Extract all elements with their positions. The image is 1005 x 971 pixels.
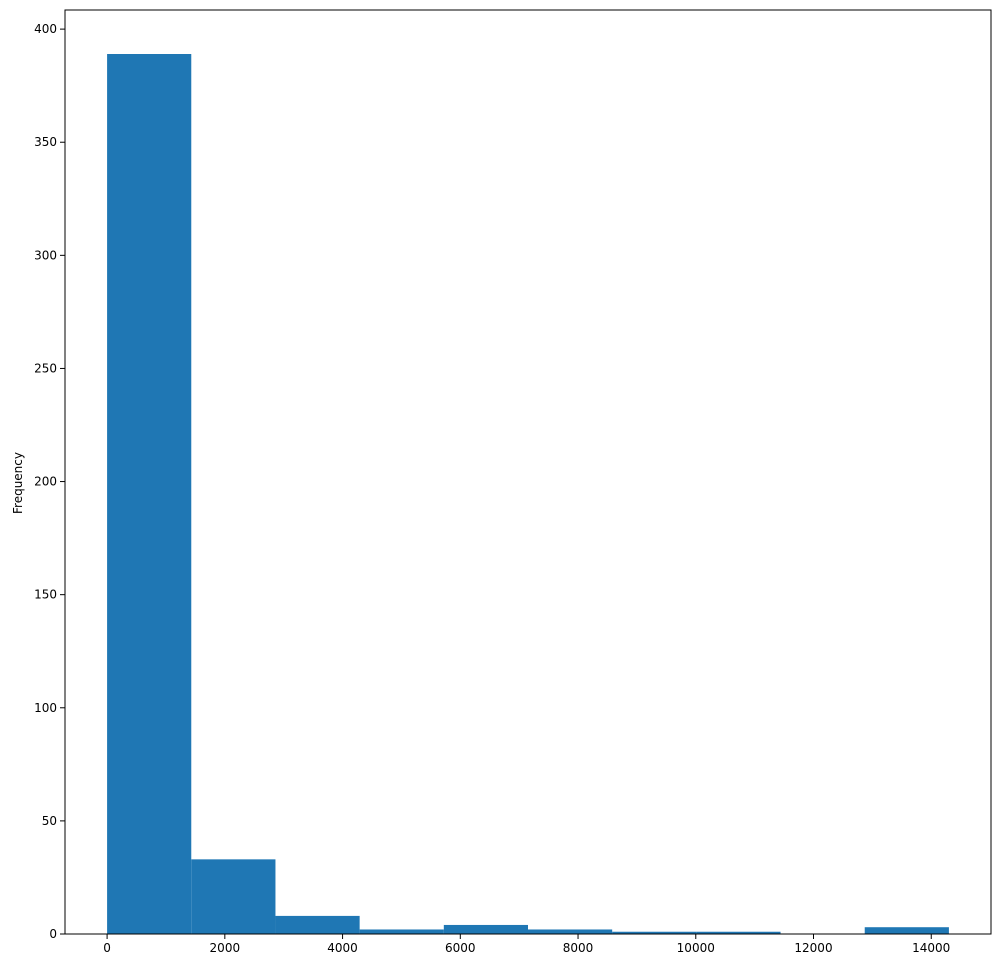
x-ticks-layer: 0 2000 4000 6000 8000 10000 12000 14000	[103, 934, 950, 955]
y-tick-label-4: 200	[34, 475, 57, 489]
histogram-bar-1	[191, 859, 276, 934]
y-tick-label-6: 300	[34, 248, 57, 262]
x-tick-label-6: 12000	[794, 941, 832, 955]
histogram-bar-4	[443, 924, 528, 934]
x-tick-label-7: 14000	[912, 941, 950, 955]
x-tick-label-2: 4000	[327, 941, 358, 955]
histogram-bar-0	[107, 54, 192, 934]
y-tick-label-1: 50	[42, 814, 57, 828]
y-axis-label: Frequency	[11, 452, 25, 514]
histogram-bar-9	[864, 927, 949, 934]
y-tick-label-8: 400	[34, 22, 57, 36]
plot-frame	[64, 9, 992, 935]
histogram-bar-3	[359, 929, 444, 934]
x-tick-label-1: 2000	[210, 941, 241, 955]
y-tick-label-2: 100	[34, 701, 57, 715]
histogram-bar-6	[612, 931, 697, 934]
axes-layer	[64, 9, 992, 935]
histogram-bar-2	[275, 915, 360, 934]
y-tick-label-5: 250	[34, 361, 57, 375]
y-tick-label-7: 350	[34, 135, 57, 149]
histogram-bar-7	[696, 931, 781, 934]
y-ticks-layer: 0 50 100 150 200 250 300 350 400	[34, 22, 65, 941]
x-tick-label-3: 6000	[445, 941, 476, 955]
x-tick-label-4: 8000	[563, 941, 594, 955]
x-tick-label-5: 10000	[677, 941, 715, 955]
bars-layer	[107, 54, 949, 934]
x-tick-label-0: 0	[103, 941, 111, 955]
histogram-bar-5	[528, 929, 613, 934]
y-tick-label-0: 0	[49, 927, 57, 941]
y-tick-label-3: 150	[34, 588, 57, 602]
